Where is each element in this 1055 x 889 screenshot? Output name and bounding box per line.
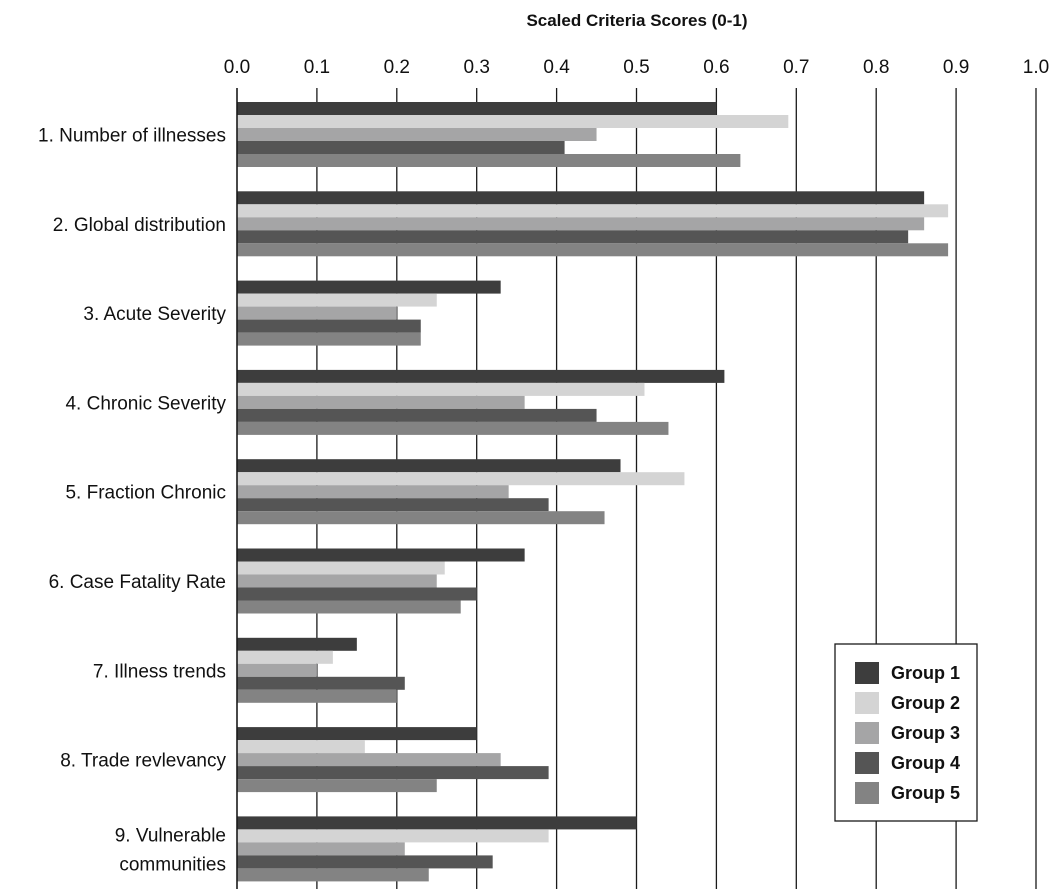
bar — [237, 472, 685, 486]
bar — [237, 459, 621, 473]
axes: 0.0 0.1 0.2 0.3 0.4 0.5 0.6 0.7 0.8 0.9 1.0 — [224, 57, 1049, 889]
bar — [237, 382, 645, 396]
legend: Group 1 Group 2 Group 3 Group 4 Group 5 — [834, 643, 978, 822]
legend-swatch — [855, 782, 879, 804]
bar — [237, 204, 949, 218]
bar — [237, 779, 437, 793]
category-label: 8. Trade revlevancy — [60, 751, 226, 772]
category-label: 5. Fraction Chronic — [65, 483, 226, 504]
bar — [237, 421, 669, 435]
bar — [237, 280, 501, 294]
legend-swatch — [855, 692, 879, 714]
legend-label: Group 5 — [891, 783, 960, 803]
bar — [237, 154, 741, 167]
bar — [237, 369, 725, 383]
x-tick-label: 0.1 — [304, 57, 330, 78]
x-axis-title: Scaled Criteria Scores (0-1) — [526, 11, 747, 30]
x-tick-label: 1.0 — [1023, 57, 1049, 78]
bar — [237, 868, 429, 882]
legend-label: Group 3 — [891, 723, 960, 743]
bar — [237, 663, 317, 677]
x-tick-label: 0.4 — [543, 57, 570, 78]
category-label: 2. Global distribution — [53, 215, 226, 236]
bar — [237, 498, 549, 512]
legend-swatch — [855, 722, 879, 744]
bar — [237, 306, 397, 320]
bar — [237, 217, 925, 231]
bar — [237, 689, 397, 703]
legend-label: Group 4 — [891, 753, 960, 773]
bar — [237, 102, 717, 115]
category-label: 6. Case Fatality Rate — [49, 572, 226, 593]
x-tick-label: 0.3 — [463, 57, 489, 78]
bar — [237, 332, 421, 346]
legend-swatch — [855, 662, 879, 684]
category-labels: 1. Number of illnesses 2. Global distribu… — [38, 126, 226, 876]
bar — [237, 548, 525, 562]
bar — [237, 395, 525, 409]
bar — [237, 587, 477, 601]
bar — [237, 141, 565, 154]
category-label: 7. Illness trends — [93, 661, 226, 682]
legend-swatch — [855, 752, 879, 774]
bar — [237, 511, 605, 525]
bar — [237, 676, 405, 690]
x-tick-label: 0.2 — [384, 57, 410, 78]
bar — [237, 574, 437, 588]
bar — [237, 128, 597, 141]
x-tick-label: 0.0 — [224, 57, 250, 78]
legend-label: Group 1 — [891, 663, 960, 683]
bar — [237, 319, 421, 333]
x-tick-label: 0.6 — [703, 57, 729, 78]
legend-label: Group 2 — [891, 693, 960, 713]
x-tick-label: 0.7 — [783, 57, 809, 78]
bar — [237, 408, 597, 422]
category-label: 4. Chronic Severity — [65, 393, 226, 414]
category-label: 9. Vulnerable — [115, 825, 226, 846]
bar — [237, 561, 445, 575]
bar — [237, 740, 365, 754]
bar — [237, 727, 477, 741]
bar — [237, 600, 461, 614]
bar — [237, 243, 949, 257]
category-label: communities — [119, 854, 226, 875]
bar — [237, 191, 925, 205]
x-tick-label: 0.9 — [943, 57, 969, 78]
bar — [237, 766, 549, 780]
bar — [237, 842, 405, 856]
bar — [237, 816, 637, 830]
bar — [237, 293, 437, 307]
category-label: 1. Number of illnesses — [38, 126, 226, 147]
bar — [237, 637, 357, 651]
category-label: 3. Acute Severity — [83, 304, 226, 325]
bar — [237, 829, 549, 843]
bar — [237, 230, 909, 244]
bars — [237, 102, 949, 882]
x-tick-label: 0.8 — [863, 57, 889, 78]
x-tick-label: 0.5 — [623, 57, 649, 78]
bar — [237, 115, 789, 128]
bar — [237, 753, 501, 767]
bar — [237, 485, 509, 499]
bar — [237, 855, 493, 869]
bar — [237, 650, 333, 664]
